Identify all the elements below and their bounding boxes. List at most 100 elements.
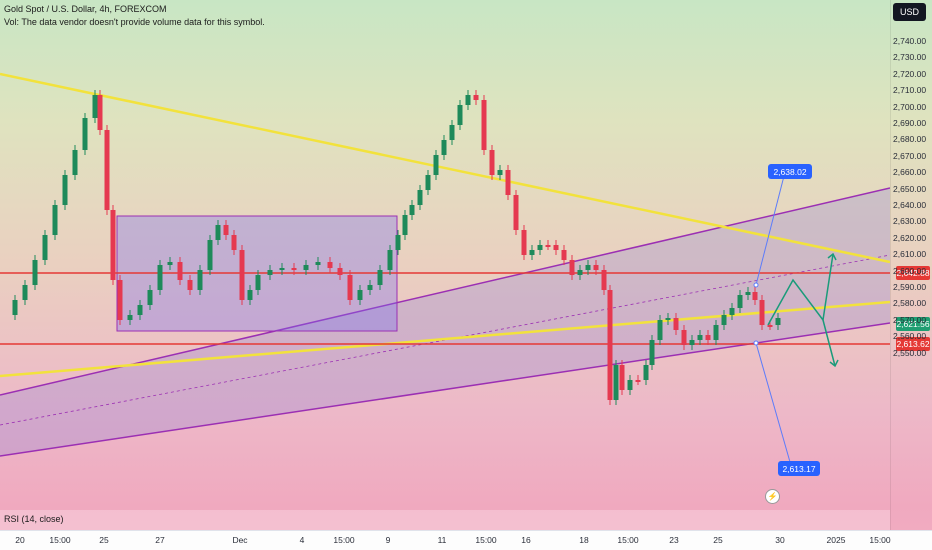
candle-body [433,155,439,175]
symbol-title[interactable]: Gold Spot / U.S. Dollar, 4h, FOREXCOM [4,4,167,14]
candle-body [223,225,229,235]
time-tick-label: 27 [155,535,165,545]
time-tick-label: Dec [232,535,248,545]
candle-body [357,290,363,300]
candle-body [767,325,773,327]
candle-body [545,245,551,247]
time-tick-label: 18 [579,535,589,545]
candle-body [315,262,321,265]
time-tick-label: 25 [713,535,723,545]
candle-body [681,330,687,345]
candle-body [82,118,88,150]
candle-body [745,292,751,295]
candle-body [110,210,116,280]
time-tick-label: 11 [437,535,447,545]
yellow-trendline-up[interactable] [0,300,890,378]
projection-line-down[interactable] [755,342,791,463]
candle-body [157,265,163,290]
current-price-tag: 2,621.56 [896,317,930,331]
candle-body [513,195,519,230]
candle-body [649,340,655,365]
time-tick-label: 4 [299,535,305,545]
price-tick-label: 2,560.00 [893,331,927,342]
candle-body [721,315,727,325]
chart-canvas[interactable] [0,0,890,510]
candle-body [705,335,711,340]
candle-body [601,270,607,290]
channel-upper-line[interactable] [0,187,890,396]
candle-body [577,270,583,275]
candle-body [167,262,173,265]
yellow-trendline-down[interactable] [0,72,890,264]
candle-body [337,268,343,275]
price-tick-label: 2,670.00 [893,150,927,161]
currency-button[interactable]: USD [893,3,926,21]
time-tick-label: 23 [669,535,679,545]
candle-body [104,130,110,210]
projection-line-up[interactable] [755,175,785,286]
price-tick-label: 2,720.00 [893,68,927,79]
candle-body [267,270,273,275]
candle-body [553,245,559,250]
candlestick-series[interactable] [12,90,781,405]
candle-body [395,235,401,250]
candle-body [473,95,479,100]
channel-fill [0,188,890,456]
time-tick-label: 30 [775,535,785,545]
candle-body [255,275,261,290]
candle-body [505,170,511,195]
forecast-path-down[interactable] [822,319,836,367]
candle-body [197,270,203,290]
target-high-callout[interactable]: 2,638.02 [768,164,812,179]
time-tick-label: 25 [99,535,109,545]
candle-body [52,205,58,235]
price-axis-divider [890,0,891,530]
price-tick-label: 2,550.00 [893,347,927,358]
anchor-point-bottom[interactable] [753,340,759,346]
candle-body [279,268,285,270]
candle-body [759,300,765,325]
lightning-icon[interactable]: ⚡ [765,489,780,504]
price-tick-label: 2,740.00 [893,36,927,46]
candle-body [665,318,671,320]
candle-body [92,95,98,118]
candle-body [215,225,221,240]
candle-body [377,270,383,285]
time-tick-label: 15:00 [475,535,497,545]
time-tick-label: 15:00 [617,535,639,545]
candle-body [231,235,237,250]
candle-body [402,215,408,235]
candle-body [489,150,495,175]
candle-body [303,265,309,270]
candle-body [62,175,68,205]
candle-body [367,285,373,290]
candle-body [752,292,758,300]
target-low-callout[interactable]: 2,613.17 [778,461,820,476]
forecast-path[interactable] [767,253,834,326]
channel-lower-line[interactable] [0,322,890,457]
anchor-point-top[interactable] [753,282,759,288]
price-tick-label: 2,630.00 [893,216,927,227]
channel-mid-line[interactable] [0,254,890,426]
rsi-label[interactable]: RSI (14, close) [4,514,64,524]
time-tick-label: 15:00 [333,535,355,545]
time-tick-label: 15:00 [49,535,71,545]
candle-body [457,105,463,125]
price-tick-label: 2,600.00 [893,265,927,276]
candle-body [22,285,28,300]
price-tick-label: 2,660.00 [893,167,927,178]
price-tick-label: 2,610.00 [893,249,927,260]
time-axis[interactable] [0,530,932,550]
candle-body [32,260,38,285]
candle-body [673,318,679,330]
candle-body [775,318,781,325]
resistance-price-tag: 2,642.88 [896,266,930,280]
candle-body [147,290,153,305]
candle-body [697,335,703,340]
candle-body [239,250,245,300]
rsi-panel[interactable] [0,510,890,530]
candle-body [635,380,641,382]
candle-body [529,250,535,255]
candle-body [497,170,503,175]
